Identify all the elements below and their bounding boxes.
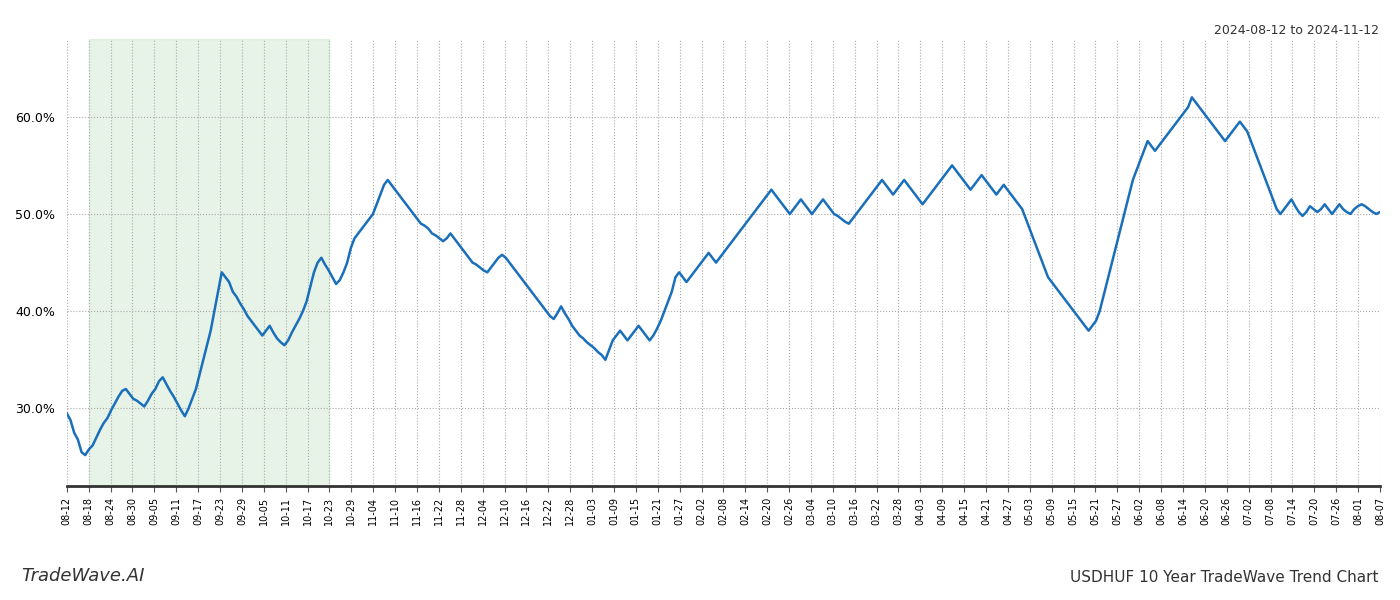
Text: 2024-08-12 to 2024-11-12: 2024-08-12 to 2024-11-12 bbox=[1214, 24, 1379, 37]
Bar bbox=[88, 39, 329, 486]
Text: TradeWave.AI: TradeWave.AI bbox=[21, 567, 144, 585]
Text: USDHUF 10 Year TradeWave Trend Chart: USDHUF 10 Year TradeWave Trend Chart bbox=[1071, 570, 1379, 585]
